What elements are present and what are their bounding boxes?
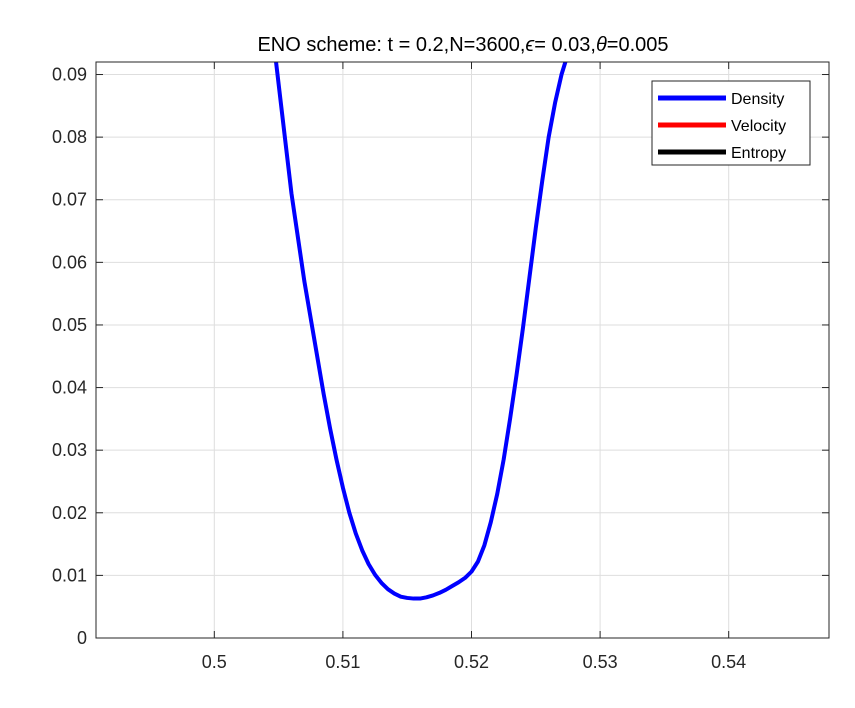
theta-symbol: θ	[596, 34, 607, 56]
legend-entries: Density Velocity Entropy	[658, 91, 786, 162]
y-tick-label: 0.07	[52, 190, 87, 210]
legend: Density Velocity Entropy	[651, 80, 811, 166]
x-tick-label: 0.51	[325, 652, 360, 672]
y-tick-label: 0.09	[52, 65, 87, 85]
grid	[96, 62, 829, 638]
ticks: 0.5 0.51 0.52 0.53 0.54 0 0.01 0.02 0.03 0.04 0.05…	[52, 62, 829, 672]
y-tick-label: 0.05	[52, 315, 87, 335]
chart-title: ENO scheme: t = 0.2,N=3600,ϵ= 0.03,θ=0.0…	[257, 34, 668, 56]
y-tick-label: 0	[77, 628, 87, 648]
x-tick-label: 0.54	[711, 652, 746, 672]
y-tick-label: 0.01	[52, 565, 87, 585]
legend-label-velocity: Velocity	[731, 118, 786, 135]
y-tick-label: 0.03	[52, 440, 87, 460]
x-tick-label: 0.53	[583, 652, 618, 672]
y-tick-label: 0.08	[52, 127, 87, 147]
axes-box	[95, 61, 830, 639]
x-tick-label: 0.52	[454, 652, 489, 672]
series-layer	[274, 62, 568, 601]
series-line-density	[274, 62, 568, 601]
legend-label-entropy: Entropy	[731, 145, 786, 162]
epsilon-symbol: ϵ	[525, 34, 535, 56]
legend-label-density: Density	[731, 91, 784, 108]
y-tick-label: 0.06	[52, 252, 87, 272]
y-tick-label: 0.02	[52, 503, 87, 523]
y-tick-label: 0.04	[52, 378, 87, 398]
x-tick-label: 0.5	[202, 652, 227, 672]
